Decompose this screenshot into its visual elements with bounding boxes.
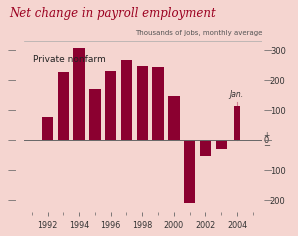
Text: —: —: [264, 76, 272, 85]
Bar: [200, 140, 211, 156]
Text: Private nonfarm: Private nonfarm: [33, 55, 106, 64]
Text: —: —: [7, 196, 15, 205]
Text: —: —: [7, 46, 15, 55]
Text: —: —: [7, 76, 15, 85]
Text: —: —: [264, 46, 272, 55]
Text: 0: 0: [263, 136, 268, 145]
Text: —: —: [7, 106, 15, 115]
Bar: [234, 106, 240, 140]
Bar: [42, 117, 53, 140]
Text: —: —: [264, 196, 272, 205]
Text: +: +: [263, 131, 269, 140]
Text: —: —: [7, 166, 15, 175]
Bar: [184, 140, 195, 203]
Bar: [89, 89, 100, 140]
Text: Thousands of jobs, monthly average: Thousands of jobs, monthly average: [135, 30, 262, 36]
Text: —: —: [264, 136, 272, 145]
Text: —: —: [264, 166, 272, 175]
Text: —: —: [264, 106, 272, 115]
Bar: [168, 96, 179, 140]
Bar: [215, 140, 227, 149]
Bar: [73, 48, 85, 140]
Bar: [121, 60, 132, 140]
Text: Net change in payroll employment: Net change in payroll employment: [9, 7, 216, 20]
Text: —: —: [7, 136, 15, 145]
Bar: [58, 72, 69, 140]
Text: −: −: [263, 141, 270, 150]
Bar: [105, 71, 116, 140]
Text: Jan.: Jan.: [229, 90, 243, 99]
Bar: [136, 66, 148, 140]
Bar: [152, 67, 164, 140]
